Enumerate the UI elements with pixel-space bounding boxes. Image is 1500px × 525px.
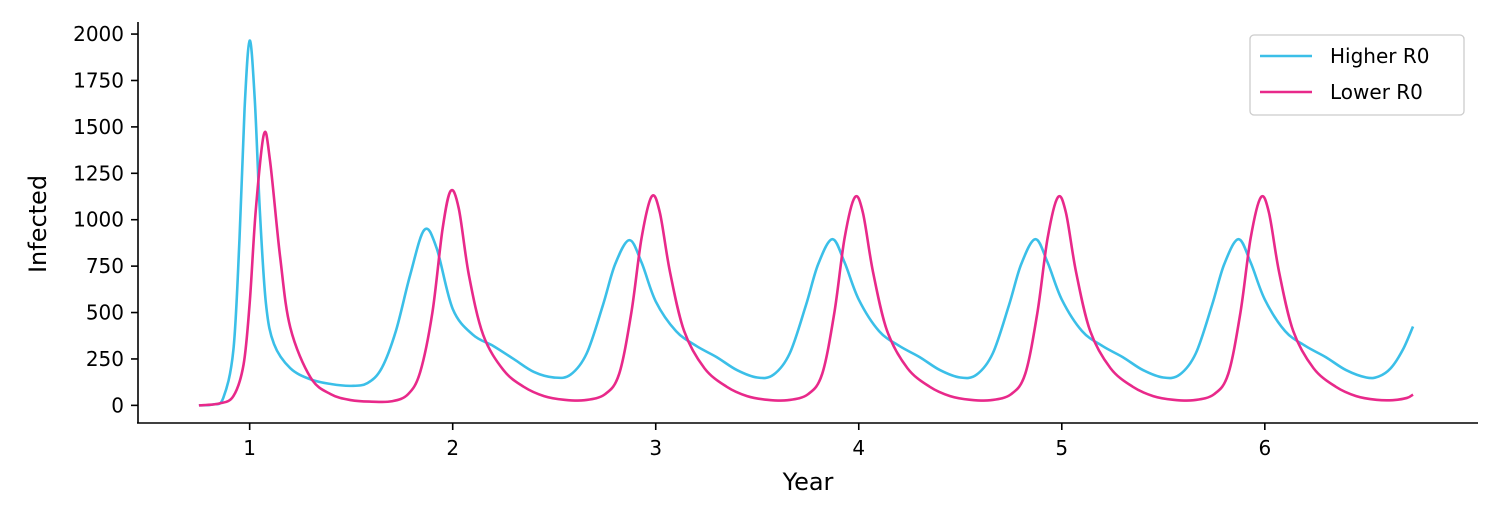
y-tick-label: 500 <box>86 301 124 325</box>
legend: Higher R0 Lower R0 <box>1249 34 1465 116</box>
series-line-higher-r0 <box>198 39 1415 407</box>
series <box>198 39 1415 407</box>
x-tick-label: 2 <box>446 436 459 460</box>
x-tick-label: 6 <box>1258 436 1271 460</box>
y-tick-label: 1000 <box>73 208 124 232</box>
x-tick-label: 3 <box>649 436 662 460</box>
x-axis-title: Year <box>782 468 834 496</box>
x-tick-label: 5 <box>1055 436 1068 460</box>
axes <box>137 22 1478 424</box>
legend-label-lower-r0: Lower R0 <box>1330 80 1423 104</box>
x-tick-label: 4 <box>852 436 865 460</box>
y-tick-label: 1750 <box>73 68 124 92</box>
y-axis-title: Infected <box>24 175 52 273</box>
y-tick-label: 750 <box>86 254 124 278</box>
y-tick-label: 0 <box>111 393 124 417</box>
y-tick-label: 1500 <box>73 115 124 139</box>
y-tick-label: 2000 <box>73 22 124 46</box>
x-ticks: 1 2 3 4 5 6 <box>243 423 1271 460</box>
legend-label-higher-r0: Higher R0 <box>1330 44 1429 68</box>
series-line-lower-r0 <box>198 130 1414 407</box>
y-ticks: 0 250 500 750 1000 1250 1500 1750 2000 <box>73 22 138 417</box>
y-tick-label: 250 <box>86 347 124 371</box>
y-tick-label: 1250 <box>73 161 124 185</box>
x-tick-label: 1 <box>243 436 256 460</box>
